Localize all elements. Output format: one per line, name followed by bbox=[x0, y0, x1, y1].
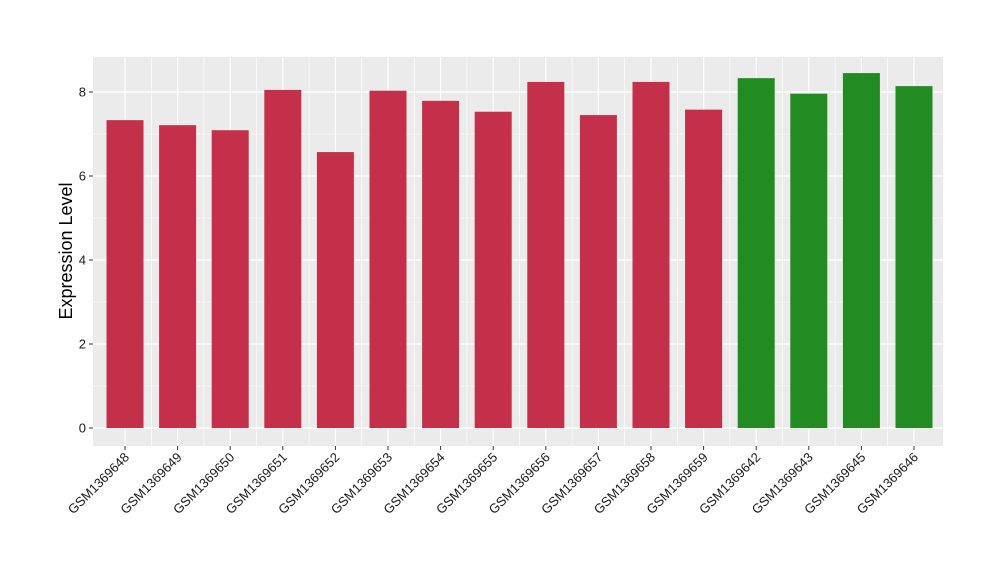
bar-GSM1369645 bbox=[842, 73, 880, 428]
y-tick-label: 0 bbox=[79, 421, 86, 436]
y-tick-label: 2 bbox=[79, 337, 86, 352]
y-axis-title: Expression Level bbox=[56, 182, 76, 319]
bar-GSM1369650 bbox=[211, 130, 249, 428]
bar-GSM1369659 bbox=[685, 109, 723, 428]
bar-GSM1369654 bbox=[422, 100, 460, 428]
y-tick-label: 4 bbox=[79, 253, 86, 268]
y-tick-label: 6 bbox=[79, 169, 86, 184]
bars bbox=[106, 73, 933, 429]
x-axis: GSM1369648GSM1369649GSM1369650GSM1369651… bbox=[65, 446, 921, 517]
bar-GSM1369656 bbox=[527, 81, 565, 429]
bar-GSM1369643 bbox=[790, 93, 828, 429]
bar-GSM1369642 bbox=[737, 78, 775, 428]
bar-GSM1369657 bbox=[579, 115, 617, 428]
bar-GSM1369652 bbox=[316, 152, 354, 428]
bar-GSM1369653 bbox=[369, 90, 407, 429]
bar-GSM1369655 bbox=[474, 111, 512, 429]
y-tick-label: 8 bbox=[79, 85, 86, 100]
bar-GSM1369648 bbox=[106, 120, 144, 428]
bar-GSM1369646 bbox=[895, 86, 933, 429]
bar-GSM1369649 bbox=[159, 125, 197, 429]
bar-GSM1369658 bbox=[632, 81, 670, 429]
y-axis: 0 2 4 6 8 bbox=[79, 85, 93, 436]
bar-GSM1369651 bbox=[264, 89, 302, 429]
